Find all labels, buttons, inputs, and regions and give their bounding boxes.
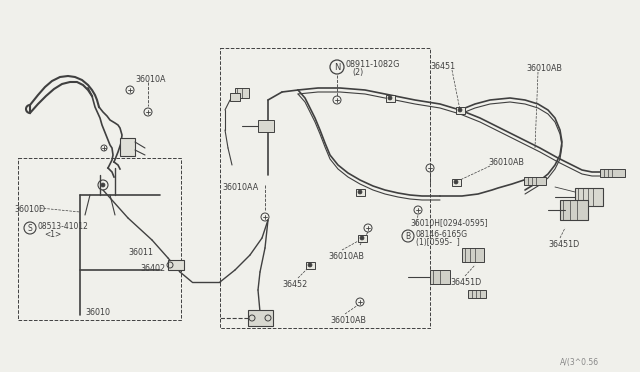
Bar: [560, 200, 588, 220]
Text: B: B: [405, 231, 411, 241]
Circle shape: [358, 190, 362, 194]
Text: 08911-1082G: 08911-1082G: [346, 60, 401, 69]
Text: 36451D: 36451D: [450, 278, 481, 287]
Bar: [430, 270, 450, 284]
Text: 36010AB: 36010AB: [330, 316, 366, 325]
Bar: [168, 260, 184, 270]
Text: 36452: 36452: [282, 280, 307, 289]
Text: 36451D: 36451D: [548, 240, 579, 249]
Bar: [235, 88, 249, 98]
Bar: [462, 248, 484, 262]
Bar: [600, 169, 625, 177]
Text: (2): (2): [352, 68, 364, 77]
Text: 36010: 36010: [85, 308, 110, 317]
Text: A/(3^0.56: A/(3^0.56: [560, 358, 599, 367]
Bar: [18, 158, 181, 320]
Bar: [248, 310, 273, 326]
Text: 36402: 36402: [140, 264, 165, 273]
Text: 36011: 36011: [128, 248, 153, 257]
Circle shape: [101, 183, 105, 187]
Bar: [220, 48, 430, 328]
Bar: [451, 179, 461, 186]
Text: 36010AB: 36010AB: [328, 252, 364, 261]
Text: S: S: [28, 224, 33, 232]
Text: 36010AB: 36010AB: [488, 158, 524, 167]
Bar: [456, 106, 465, 113]
Circle shape: [388, 96, 392, 100]
Circle shape: [454, 180, 458, 184]
Bar: [358, 234, 367, 241]
Bar: [385, 94, 394, 102]
Circle shape: [458, 108, 462, 112]
Bar: [120, 138, 135, 156]
Text: 36010AA: 36010AA: [222, 183, 259, 192]
Text: 36010AB: 36010AB: [526, 64, 562, 73]
Text: <1>: <1>: [44, 230, 61, 239]
Bar: [355, 189, 365, 196]
Circle shape: [360, 236, 364, 240]
Bar: [258, 120, 274, 132]
Text: 08146-6165G: 08146-6165G: [416, 230, 468, 239]
Text: 36010D: 36010D: [14, 205, 45, 214]
Text: 36010A: 36010A: [135, 75, 166, 84]
Bar: [230, 93, 240, 101]
Circle shape: [308, 263, 312, 267]
Text: (1)[0595-  ]: (1)[0595- ]: [416, 238, 460, 247]
Bar: [524, 177, 546, 185]
Bar: [575, 188, 603, 206]
Text: N: N: [334, 62, 340, 71]
Text: 08513-41012: 08513-41012: [38, 222, 89, 231]
Bar: [468, 290, 486, 298]
Text: 36451: 36451: [430, 62, 455, 71]
Text: 36010H[0294-0595]: 36010H[0294-0595]: [410, 218, 488, 227]
Bar: [305, 262, 314, 269]
